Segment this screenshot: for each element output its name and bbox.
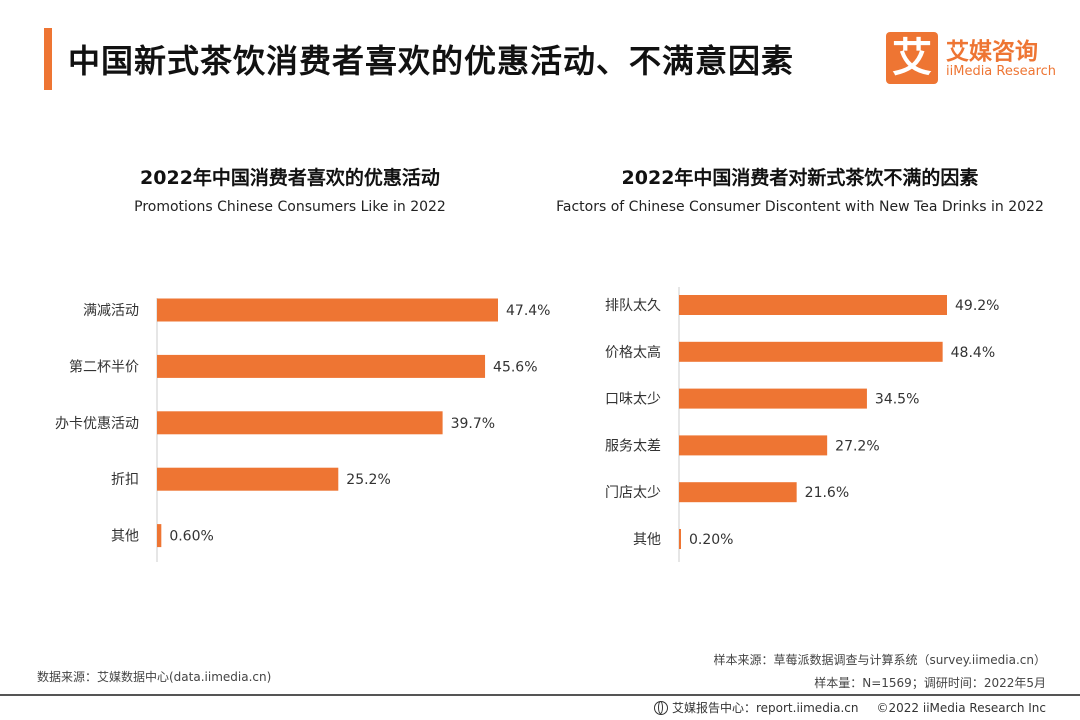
- left-bar-1: [157, 354, 486, 378]
- sample-source: 样本来源：草莓派数据调查与计算系统（survey.iimedia.cn）: [713, 653, 1046, 667]
- copyright: ©2022 iiMedia Research Inc: [876, 701, 1046, 715]
- left-chart-subtitle: Promotions Chinese Consumers Like in 202…: [134, 199, 446, 215]
- right-bar-3: [679, 435, 828, 456]
- right-category-label-3: 服务太差: [605, 438, 661, 454]
- right-category-label-5: 其他: [633, 532, 661, 548]
- right-value-label-1: 48.4%: [951, 345, 995, 361]
- right-bar-4: [679, 482, 797, 503]
- page-title: 中国新式茶饮消费者喜欢的优惠活动、不满意因素: [68, 42, 795, 80]
- footer-credits: 艾媒报告中心：report.iimedia.cn ©2022 iiMedia Re…: [653, 699, 1046, 716]
- right-value-label-3: 27.2%: [835, 438, 879, 454]
- iimedia-logo: 艾 艾媒咨询 iiMedia Research: [886, 32, 1066, 84]
- logo-english-name: iiMedia Research: [946, 64, 1057, 79]
- right-bar-5: [679, 529, 681, 549]
- right-value-label-0: 49.2%: [955, 298, 999, 314]
- right-chart-title: 2022年中国消费者对新式茶饮不满的因素: [621, 167, 979, 189]
- report-center-link[interactable]: 艾媒报告中心：report.iimedia.cn: [671, 701, 859, 715]
- right-category-label-1: 价格太高: [605, 344, 661, 361]
- left-category-label-4: 其他: [111, 529, 139, 545]
- left-bar-2: [157, 411, 443, 435]
- left-category-label-1: 第二杯半价: [69, 358, 139, 375]
- left-value-label-2: 39.7%: [451, 416, 495, 432]
- logo-chinese-name: 艾媒咨询: [946, 39, 1038, 65]
- right-bar-2: [679, 388, 867, 409]
- right-chart-subtitle: Factors of Chinese Consumer Discontent w…: [556, 199, 1044, 215]
- left-category-label-0: 满减活动: [83, 303, 139, 319]
- left-bar-4: [157, 524, 162, 548]
- left-value-label-3: 25.2%: [346, 472, 390, 488]
- left-value-label-4: 0.60%: [169, 529, 213, 545]
- right-bar-1: [679, 341, 943, 362]
- left-category-label-3: 折扣: [111, 472, 139, 488]
- right-category-label-0: 排队太久: [605, 298, 661, 314]
- left-category-label-2: 办卡优惠活动: [55, 416, 139, 432]
- left-chart-title: 2022年中国消费者喜欢的优惠活动: [140, 167, 440, 189]
- logo-mark: 艾: [886, 32, 938, 84]
- right-value-label-4: 21.6%: [805, 485, 849, 501]
- right-category-label-2: 口味太少: [605, 392, 661, 408]
- right-value-label-5: 0.20%: [689, 532, 733, 548]
- globe-icon: [653, 701, 668, 715]
- left-bar-3: [157, 467, 339, 491]
- title-accent-bar: [44, 28, 52, 90]
- sample-info: 样本量：N=1569；调研时间：2022年5月: [814, 676, 1046, 690]
- left-value-label-0: 47.4%: [506, 303, 550, 319]
- right-category-label-4: 门店太少: [605, 485, 661, 501]
- right-value-label-2: 34.5%: [875, 392, 919, 408]
- right-bar-0: [679, 295, 947, 315]
- left-value-label-1: 45.6%: [493, 359, 537, 375]
- left-bar-0: [157, 298, 498, 322]
- data-source: 数据来源：艾媒数据中心(data.iimedia.cn): [37, 670, 272, 684]
- footer-divider: [0, 694, 1080, 696]
